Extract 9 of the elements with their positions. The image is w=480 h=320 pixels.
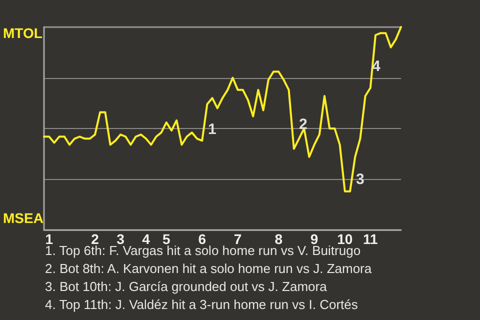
text: 2. Bot 8th: A. Karvonen hit a solo home run vs J. Zamora: [45, 261, 372, 276]
text: 3. Bot 10th: J. García grounded out vs J. Zamora: [45, 279, 328, 294]
text: MTOL: [3, 25, 43, 41]
x-tick-label: 11: [362, 231, 378, 247]
annotation: 2: [299, 116, 308, 133]
annotation: 3: [356, 171, 364, 188]
text: 4. Top 11th: J. Valdéz hit a 3-run home run vs I. Cortés: [45, 297, 358, 312]
text: MSEA: [3, 210, 44, 226]
annotation: 1: [208, 121, 216, 138]
